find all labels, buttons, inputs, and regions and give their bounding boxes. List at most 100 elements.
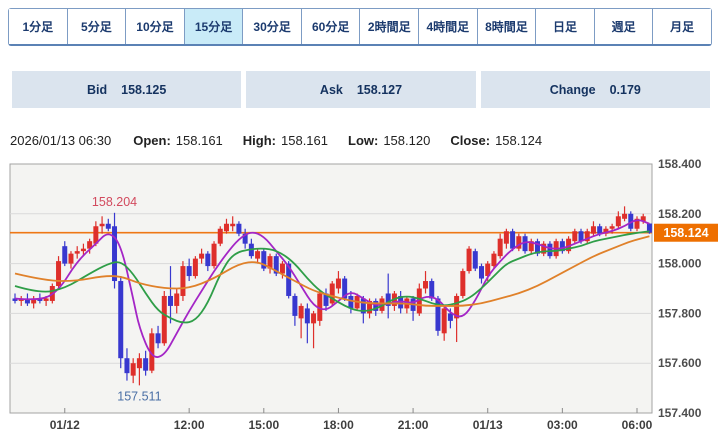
change-value: 0.179 bbox=[609, 82, 641, 97]
high-label: High: bbox=[242, 132, 276, 148]
ma-slow-orange bbox=[14, 235, 650, 307]
candle-up bbox=[192, 258, 198, 277]
x-axis-label: 15:00 bbox=[248, 418, 279, 432]
open-value: 158.161 bbox=[175, 132, 223, 148]
y-axis-label: 158.200 bbox=[658, 207, 702, 221]
y-axis-label: 157.600 bbox=[658, 356, 702, 370]
low-label: Low: bbox=[348, 132, 379, 148]
current-price-badge bbox=[654, 223, 718, 242]
change-cell: Change 0.179 bbox=[480, 71, 710, 108]
candle-up bbox=[136, 358, 142, 369]
candle-down bbox=[447, 313, 453, 321]
candle-down bbox=[12, 298, 18, 301]
tab-2hour[interactable]: 2時間足 bbox=[360, 9, 420, 44]
candle-up bbox=[149, 333, 155, 371]
candle-up bbox=[199, 253, 205, 259]
candle-down bbox=[304, 308, 310, 324]
candle-up bbox=[31, 298, 37, 304]
candle-up bbox=[541, 243, 547, 254]
ohlc-info-bar: 2026/01/13 06:30 Open: 158.161 High: 158.1… bbox=[10, 131, 716, 149]
candle-up bbox=[230, 223, 236, 227]
candle-down bbox=[205, 253, 211, 267]
y-axis-label: 158.400 bbox=[658, 157, 702, 171]
candle-down bbox=[292, 295, 298, 316]
x-axis-label: 01/13 bbox=[473, 418, 503, 432]
candle-up bbox=[223, 223, 229, 232]
candle-up bbox=[68, 253, 74, 264]
bid-cell: Bid 158.125 bbox=[12, 71, 242, 108]
candle-down bbox=[559, 241, 565, 252]
candle-up bbox=[99, 223, 105, 227]
candle-up bbox=[174, 293, 180, 306]
candle-up bbox=[566, 238, 572, 252]
candle-down bbox=[24, 298, 30, 304]
low-value: 158.120 bbox=[383, 132, 431, 148]
candle-down bbox=[37, 298, 43, 301]
tab-15min[interactable]: 15分足 bbox=[184, 9, 244, 44]
ma-mid-green bbox=[14, 230, 650, 324]
candle-down bbox=[112, 226, 118, 282]
close-label: Close: bbox=[450, 132, 491, 148]
x-axis-label: 12:00 bbox=[174, 418, 205, 432]
candle-down bbox=[261, 251, 267, 269]
candle-up bbox=[317, 293, 323, 321]
candlestick-chart[interactable]: 158.400 158.200 158.000 157.800 157.600 157.4… bbox=[0, 150, 720, 438]
candle-down bbox=[155, 333, 161, 344]
candle-down bbox=[385, 293, 391, 306]
candle-up bbox=[615, 216, 621, 227]
tab-10min[interactable]: 10分足 bbox=[126, 9, 185, 44]
candle-up bbox=[516, 236, 522, 249]
change-label: Change bbox=[549, 82, 596, 97]
candle-down bbox=[547, 243, 553, 257]
tab-8hour[interactable]: 8時間足 bbox=[477, 9, 537, 44]
tab-monthly[interactable]: 月足 bbox=[653, 9, 711, 44]
candle-up bbox=[335, 278, 341, 289]
candle-down bbox=[510, 231, 516, 249]
tab-60min[interactable]: 60分足 bbox=[301, 9, 361, 44]
x-axis-label: 21:00 bbox=[398, 418, 429, 432]
candle-up bbox=[503, 231, 509, 244]
candle-up bbox=[367, 300, 373, 314]
high-value: 158.161 bbox=[281, 132, 328, 148]
candle-up bbox=[416, 288, 422, 314]
x-axis-label: 06:00 bbox=[622, 418, 653, 432]
tab-4hour[interactable]: 4時間足 bbox=[419, 9, 478, 44]
candle-up bbox=[497, 238, 503, 257]
timeframe-tabbar: 1分足 5分足 10分足 15分足 30分足 60分足 2時間足 4時間足 8時… bbox=[8, 8, 712, 46]
candle-down bbox=[236, 223, 242, 234]
candle-down bbox=[435, 298, 441, 331]
candle-up bbox=[80, 248, 86, 252]
x-axis-label: 03:00 bbox=[547, 418, 578, 432]
candle-down bbox=[534, 241, 540, 254]
candle-up bbox=[298, 305, 304, 319]
close-value: 158.124 bbox=[495, 132, 543, 148]
tab-1min[interactable]: 1分足 bbox=[9, 9, 68, 44]
tab-daily[interactable]: 日足 bbox=[536, 9, 595, 44]
candle-down bbox=[242, 233, 248, 244]
price-annotation: 157.511 bbox=[117, 389, 161, 403]
candle-up bbox=[640, 216, 646, 222]
ask-value: 158.127 bbox=[356, 82, 403, 97]
candle-up bbox=[161, 295, 167, 344]
chart-area: 158.400 158.200 158.000 157.800 157.600 157.4… bbox=[0, 150, 720, 438]
y-axis-label: 158.000 bbox=[658, 257, 702, 271]
bid-label: Bid bbox=[87, 82, 108, 97]
price-annotation: 158.204 bbox=[92, 195, 137, 209]
candle-down bbox=[118, 281, 124, 359]
open-group: Open: 158.161 bbox=[133, 133, 223, 148]
candle-down bbox=[143, 358, 149, 371]
candle-up bbox=[466, 248, 472, 272]
candle-up bbox=[130, 363, 136, 376]
ask-cell: Ask 158.127 bbox=[246, 71, 476, 108]
candle-down bbox=[472, 251, 478, 269]
candle-up bbox=[423, 281, 429, 289]
candle-up bbox=[255, 251, 261, 259]
tab-5min[interactable]: 5分足 bbox=[67, 9, 127, 44]
candle-down bbox=[522, 236, 528, 252]
tab-30min[interactable]: 30分足 bbox=[243, 9, 302, 44]
quote-bar: Bid 158.125 Ask 158.127 Change 0.179 bbox=[12, 71, 710, 108]
high-group: High: 158.161 bbox=[243, 133, 328, 148]
candle-up bbox=[454, 295, 460, 319]
tab-weekly[interactable]: 週足 bbox=[594, 9, 654, 44]
candle-down bbox=[62, 246, 68, 264]
